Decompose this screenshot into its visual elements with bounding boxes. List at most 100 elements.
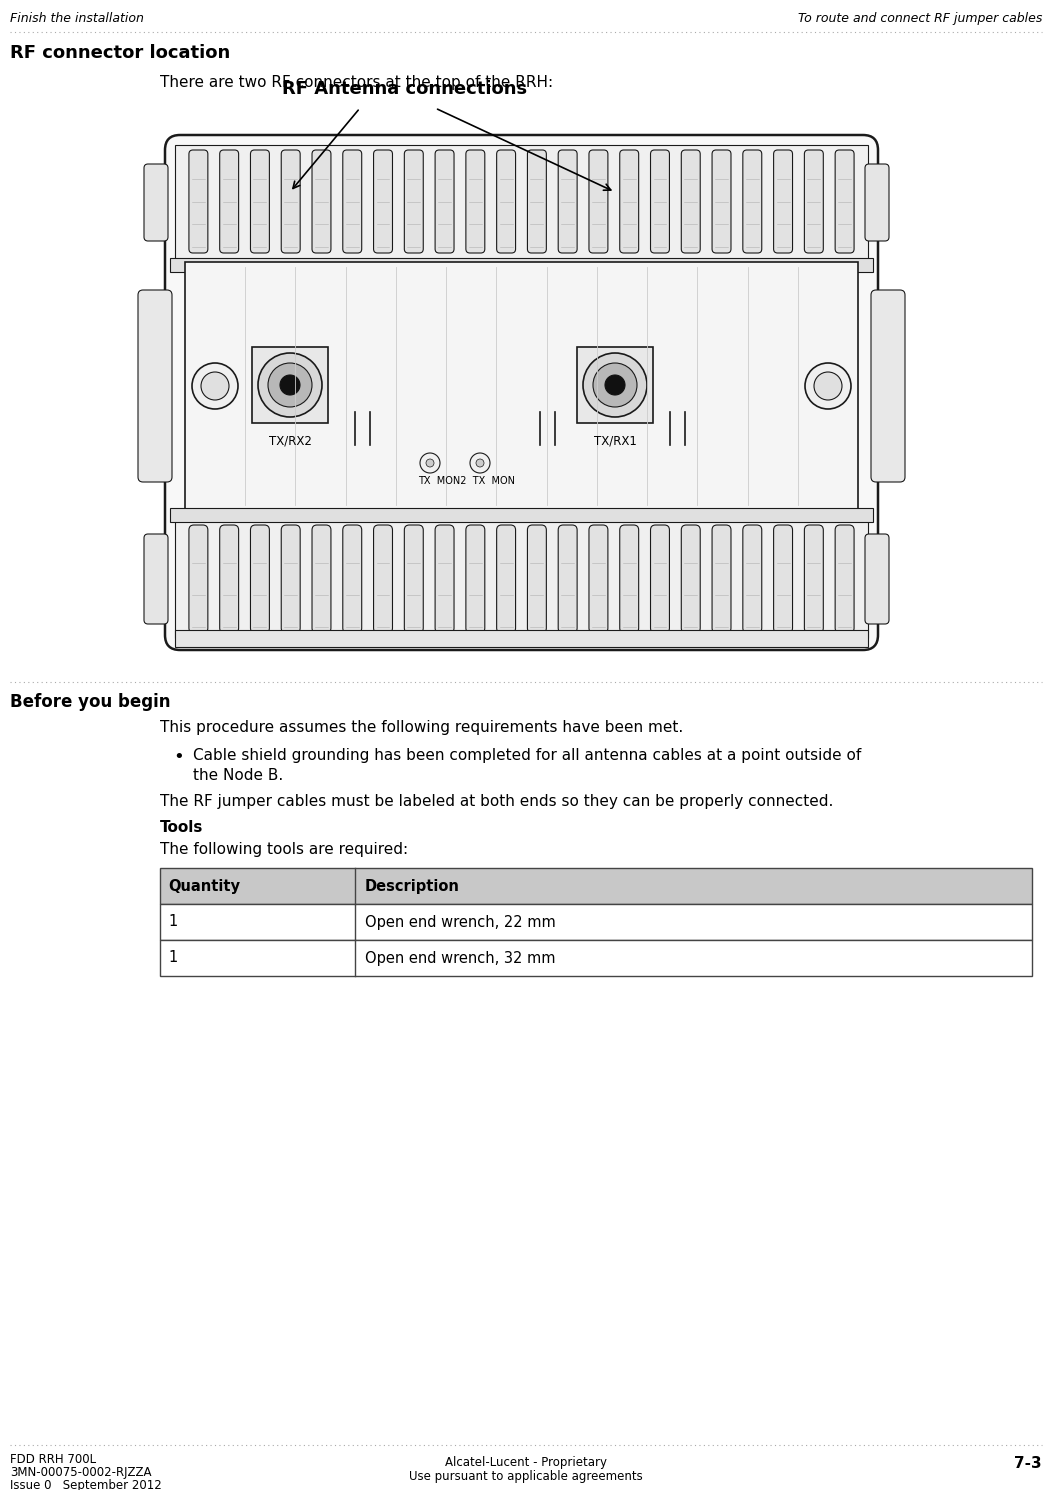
FancyBboxPatch shape [373, 150, 392, 253]
FancyBboxPatch shape [712, 150, 731, 253]
Circle shape [593, 364, 638, 407]
Text: 7-3: 7-3 [1014, 1456, 1041, 1471]
FancyBboxPatch shape [805, 150, 824, 253]
Text: Description: Description [365, 879, 460, 894]
Bar [576, 347, 653, 423]
Bar [185, 262, 858, 510]
FancyBboxPatch shape [373, 524, 392, 633]
FancyBboxPatch shape [589, 150, 608, 253]
Circle shape [268, 364, 312, 407]
FancyBboxPatch shape [743, 524, 762, 633]
Circle shape [476, 459, 484, 466]
FancyBboxPatch shape [466, 150, 485, 253]
FancyBboxPatch shape [497, 150, 515, 253]
FancyBboxPatch shape [281, 524, 300, 633]
Text: •: • [173, 748, 184, 766]
Circle shape [805, 364, 851, 408]
Text: This procedure assumes the following requirements have been met.: This procedure assumes the following req… [160, 720, 683, 735]
Text: Open end wrench, 22 mm: Open end wrench, 22 mm [365, 915, 555, 930]
FancyBboxPatch shape [250, 524, 269, 633]
FancyBboxPatch shape [712, 524, 731, 633]
FancyBboxPatch shape [312, 150, 331, 253]
FancyBboxPatch shape [620, 150, 639, 253]
FancyBboxPatch shape [343, 524, 362, 633]
Text: Cable shield grounding has been completed for all antenna cables at a point outs: Cable shield grounding has been complete… [193, 748, 862, 782]
Circle shape [583, 353, 647, 417]
FancyBboxPatch shape [189, 524, 208, 633]
Circle shape [280, 375, 300, 395]
FancyBboxPatch shape [404, 524, 423, 633]
FancyBboxPatch shape [436, 150, 454, 253]
Text: 3MN-00075-0002-RJZZA: 3MN-00075-0002-RJZZA [11, 1466, 151, 1480]
Text: TX/RX1: TX/RX1 [593, 435, 636, 448]
Text: Tools: Tools [160, 820, 203, 834]
FancyBboxPatch shape [220, 524, 239, 633]
FancyBboxPatch shape [404, 150, 423, 253]
Circle shape [605, 375, 625, 395]
Bar [170, 508, 873, 522]
FancyBboxPatch shape [497, 524, 515, 633]
FancyBboxPatch shape [865, 533, 889, 624]
FancyBboxPatch shape [773, 524, 792, 633]
FancyBboxPatch shape [165, 136, 878, 650]
FancyBboxPatch shape [865, 164, 889, 241]
FancyBboxPatch shape [220, 150, 239, 253]
FancyBboxPatch shape [527, 150, 546, 253]
Text: 1: 1 [168, 951, 177, 966]
FancyBboxPatch shape [682, 150, 701, 253]
FancyBboxPatch shape [559, 524, 578, 633]
Text: Open end wrench, 32 mm: Open end wrench, 32 mm [365, 951, 555, 966]
Text: 1: 1 [168, 915, 177, 930]
Text: There are two RF connectors at the top of the RRH:: There are two RF connectors at the top o… [160, 74, 553, 89]
FancyBboxPatch shape [650, 150, 669, 253]
FancyBboxPatch shape [589, 524, 608, 633]
FancyBboxPatch shape [805, 524, 824, 633]
Bar [160, 940, 1032, 976]
Text: The following tools are required:: The following tools are required: [160, 842, 408, 857]
FancyBboxPatch shape [312, 524, 331, 633]
FancyBboxPatch shape [620, 524, 639, 633]
FancyBboxPatch shape [835, 524, 854, 633]
FancyBboxPatch shape [743, 150, 762, 253]
Bar [175, 145, 868, 259]
Circle shape [470, 453, 490, 472]
FancyBboxPatch shape [189, 150, 208, 253]
Text: Issue 0   September 2012: Issue 0 September 2012 [11, 1480, 162, 1490]
FancyBboxPatch shape [436, 524, 454, 633]
Text: Quantity: Quantity [168, 879, 240, 894]
FancyBboxPatch shape [835, 150, 854, 253]
Text: Before you begin: Before you begin [11, 693, 170, 711]
FancyBboxPatch shape [144, 533, 168, 624]
FancyBboxPatch shape [343, 150, 362, 253]
Circle shape [426, 459, 434, 466]
Text: FDD RRH 700L: FDD RRH 700L [11, 1453, 96, 1466]
Text: RF connector location: RF connector location [11, 45, 230, 63]
FancyBboxPatch shape [250, 150, 269, 253]
FancyBboxPatch shape [281, 150, 300, 253]
FancyBboxPatch shape [527, 524, 546, 633]
Text: TX/RX2: TX/RX2 [268, 435, 311, 448]
FancyBboxPatch shape [682, 524, 701, 633]
Bar [170, 258, 873, 273]
Circle shape [201, 372, 229, 399]
Text: To route and connect RF jumper cables: To route and connect RF jumper cables [797, 12, 1041, 25]
Bar [175, 630, 868, 647]
Text: TX  MON2  TX  MON: TX MON2 TX MON [418, 475, 515, 486]
Circle shape [814, 372, 842, 399]
FancyBboxPatch shape [466, 524, 485, 633]
Bar [160, 869, 1032, 904]
Circle shape [420, 453, 440, 472]
Circle shape [258, 353, 322, 417]
Text: Finish the installation: Finish the installation [11, 12, 144, 25]
Circle shape [193, 364, 238, 408]
FancyBboxPatch shape [773, 150, 792, 253]
FancyBboxPatch shape [138, 291, 171, 481]
Text: Alcatel-Lucent - Proprietary: Alcatel-Lucent - Proprietary [445, 1456, 607, 1469]
Text: The RF jumper cables must be labeled at both ends so they can be properly connec: The RF jumper cables must be labeled at … [160, 794, 833, 809]
FancyBboxPatch shape [144, 164, 168, 241]
FancyBboxPatch shape [650, 524, 669, 633]
Text: Use pursuant to applicable agreements: Use pursuant to applicable agreements [409, 1471, 643, 1483]
Bar [160, 904, 1032, 940]
Text: RF Antenna connections: RF Antenna connections [282, 80, 527, 98]
FancyBboxPatch shape [871, 291, 905, 481]
